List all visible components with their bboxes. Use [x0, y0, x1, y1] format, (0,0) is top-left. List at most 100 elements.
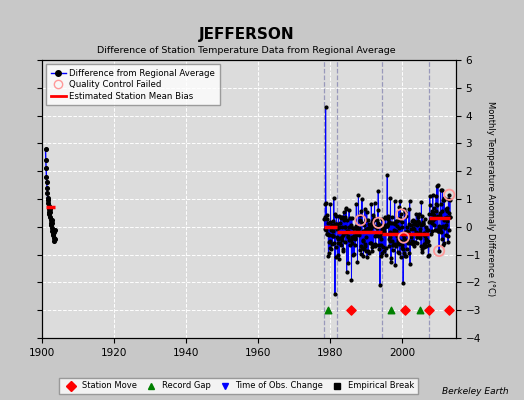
Point — [440, 196, 449, 203]
Point — [344, 232, 353, 239]
Point — [428, 210, 436, 217]
Point — [335, 224, 343, 230]
Point — [337, 224, 346, 230]
Point — [387, 220, 395, 226]
Point — [343, 216, 351, 223]
Point — [350, 233, 358, 239]
Point — [333, 225, 341, 232]
Point — [369, 214, 378, 221]
Point — [361, 243, 369, 250]
Point — [352, 223, 360, 229]
Point — [415, 230, 423, 237]
Point — [376, 232, 384, 239]
Point — [351, 251, 359, 257]
Point — [422, 224, 430, 231]
Point — [378, 228, 387, 234]
Legend: Station Move, Record Gap, Time of Obs. Change, Empirical Break: Station Move, Record Gap, Time of Obs. C… — [59, 378, 418, 394]
Point — [377, 236, 386, 242]
Point — [373, 216, 381, 223]
Point — [401, 208, 410, 215]
Point — [368, 219, 376, 226]
Point — [407, 240, 416, 246]
Point — [440, 217, 448, 224]
Point — [45, 208, 53, 215]
Point — [50, 229, 59, 236]
Point — [397, 238, 405, 244]
Point — [406, 233, 414, 239]
Point — [408, 240, 416, 246]
Point — [405, 229, 413, 235]
Text: Berkeley Earth: Berkeley Earth — [442, 387, 508, 396]
Point — [374, 233, 382, 240]
Point — [336, 240, 344, 246]
Point — [397, 211, 406, 218]
Point — [439, 197, 447, 204]
Point — [397, 241, 406, 248]
Point — [424, 252, 433, 258]
Point — [379, 244, 387, 250]
Point — [357, 220, 366, 226]
Point — [349, 225, 357, 231]
Point — [349, 252, 357, 258]
Point — [444, 307, 453, 314]
Point — [444, 239, 452, 245]
Point — [384, 216, 392, 222]
Point — [422, 243, 431, 250]
Point — [329, 233, 337, 239]
Point — [375, 246, 383, 252]
Point — [322, 104, 330, 110]
Point — [424, 307, 433, 314]
Point — [416, 235, 424, 242]
Point — [43, 194, 52, 201]
Point — [50, 236, 59, 242]
Point — [369, 242, 378, 248]
Point — [373, 225, 381, 231]
Point — [376, 222, 385, 228]
Point — [361, 241, 369, 248]
Point — [343, 269, 351, 276]
Point — [398, 219, 407, 225]
Point — [47, 220, 55, 226]
Point — [403, 228, 411, 234]
Point — [419, 221, 428, 227]
Point — [363, 209, 371, 216]
Point — [403, 230, 412, 236]
Point — [399, 246, 408, 253]
Point — [46, 206, 54, 212]
Point — [47, 217, 56, 223]
Point — [409, 225, 417, 232]
Point — [367, 240, 375, 246]
Point — [323, 231, 332, 237]
Point — [436, 186, 445, 193]
Point — [434, 182, 442, 188]
Point — [382, 223, 390, 229]
Point — [402, 213, 410, 219]
Point — [398, 245, 407, 251]
Point — [356, 218, 364, 224]
Point — [411, 219, 419, 226]
Point — [328, 222, 336, 228]
Point — [399, 232, 407, 238]
Point — [443, 207, 451, 214]
Point — [325, 232, 333, 238]
Point — [381, 252, 390, 258]
Point — [47, 217, 55, 223]
Point — [408, 238, 416, 244]
Point — [342, 230, 350, 236]
Point — [43, 185, 51, 191]
Point — [364, 249, 373, 256]
Point — [404, 236, 412, 243]
Point — [417, 243, 425, 250]
Point — [331, 220, 340, 227]
Point — [378, 250, 387, 256]
Point — [354, 192, 363, 198]
Point — [445, 214, 454, 220]
Point — [405, 250, 413, 256]
Point — [395, 224, 403, 231]
Point — [372, 243, 380, 249]
Point — [353, 230, 362, 237]
Point — [421, 243, 430, 250]
Point — [41, 157, 50, 163]
Point — [375, 222, 384, 228]
Point — [331, 254, 340, 260]
